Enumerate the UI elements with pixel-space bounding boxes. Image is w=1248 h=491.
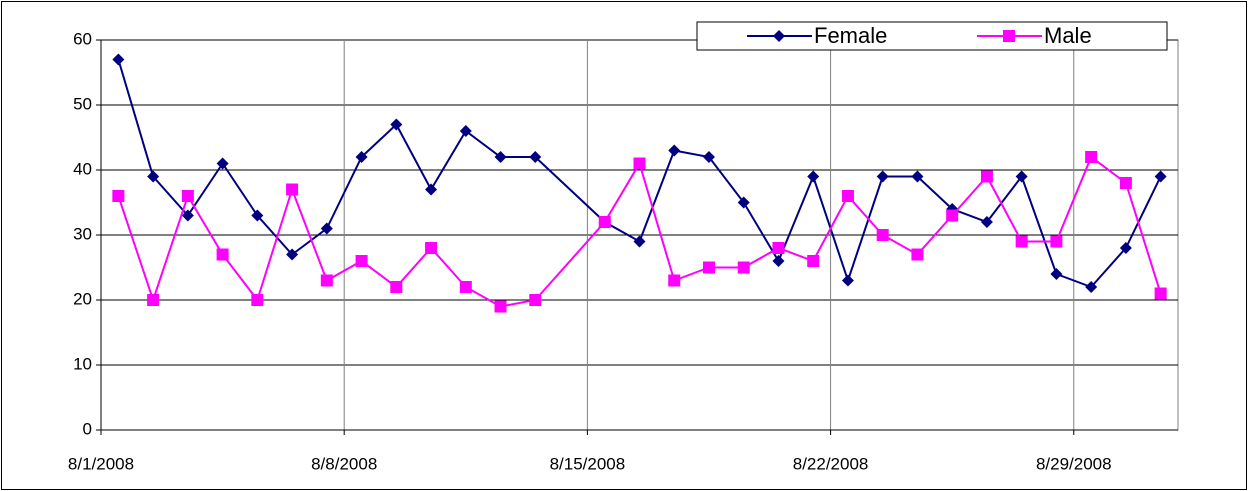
marker — [216, 248, 229, 261]
marker — [494, 151, 507, 163]
marker — [425, 242, 438, 254]
marker — [737, 261, 750, 274]
marker — [1003, 30, 1015, 42]
x-tick-label: 8/1/2008 — [68, 454, 134, 473]
marker — [946, 209, 959, 222]
series-line — [117, 155, 1162, 308]
marker — [911, 170, 924, 183]
marker — [112, 190, 125, 202]
marker — [355, 151, 368, 163]
marker — [876, 229, 889, 241]
marker — [181, 209, 194, 222]
series-line — [117, 59, 1162, 289]
marker — [1154, 287, 1167, 300]
marker — [737, 196, 750, 209]
y-tick-label: 50 — [73, 94, 92, 113]
marker — [181, 190, 194, 202]
x-tick-label: 8/8/2008 — [311, 454, 377, 473]
marker — [112, 53, 125, 66]
marker — [147, 294, 160, 306]
marker — [251, 294, 264, 306]
marker — [529, 151, 542, 163]
marker — [425, 183, 438, 196]
marker — [286, 183, 299, 196]
marker — [841, 190, 854, 202]
marker — [1015, 170, 1028, 183]
marker — [668, 144, 681, 157]
marker — [772, 255, 785, 267]
y-tick-label: 0 — [83, 419, 92, 438]
y-tick-label: 30 — [73, 224, 92, 243]
marker — [529, 294, 542, 306]
marker — [980, 216, 993, 228]
marker — [1119, 242, 1132, 254]
y-tick-label: 60 — [73, 29, 92, 48]
marker — [494, 300, 507, 313]
marker — [1015, 235, 1028, 248]
marker — [807, 255, 820, 267]
marker — [841, 274, 854, 287]
marker — [216, 157, 229, 170]
marker — [320, 222, 333, 235]
marker — [320, 274, 333, 287]
marker — [633, 235, 646, 248]
y-tick-label: 40 — [73, 159, 92, 178]
marker — [459, 125, 472, 137]
marker — [911, 248, 924, 261]
marker — [773, 30, 785, 42]
legend-label: Male — [1044, 23, 1092, 48]
marker — [807, 170, 820, 183]
y-tick-label: 10 — [73, 354, 92, 373]
marker — [598, 216, 611, 228]
marker — [1050, 235, 1063, 248]
marker — [1085, 281, 1098, 293]
x-tick-label: 8/15/2008 — [550, 454, 626, 473]
marker — [355, 255, 368, 267]
legend-label: Female — [814, 23, 887, 48]
x-tick-label: 8/29/2008 — [1036, 454, 1112, 473]
marker — [702, 261, 715, 274]
marker — [1085, 151, 1098, 163]
marker — [251, 209, 264, 222]
marker — [390, 118, 403, 131]
marker — [702, 151, 715, 163]
marker — [1119, 177, 1132, 189]
marker — [390, 281, 403, 293]
marker — [1050, 268, 1063, 280]
marker — [980, 170, 993, 183]
marker — [772, 242, 785, 254]
x-tick-label: 8/22/2008 — [793, 454, 869, 473]
marker — [633, 157, 646, 170]
marker — [668, 274, 681, 287]
y-tick-label: 20 — [73, 289, 92, 308]
marker — [147, 170, 160, 183]
marker — [286, 248, 299, 261]
marker — [459, 281, 472, 293]
marker — [1154, 170, 1167, 183]
marker — [876, 170, 889, 183]
